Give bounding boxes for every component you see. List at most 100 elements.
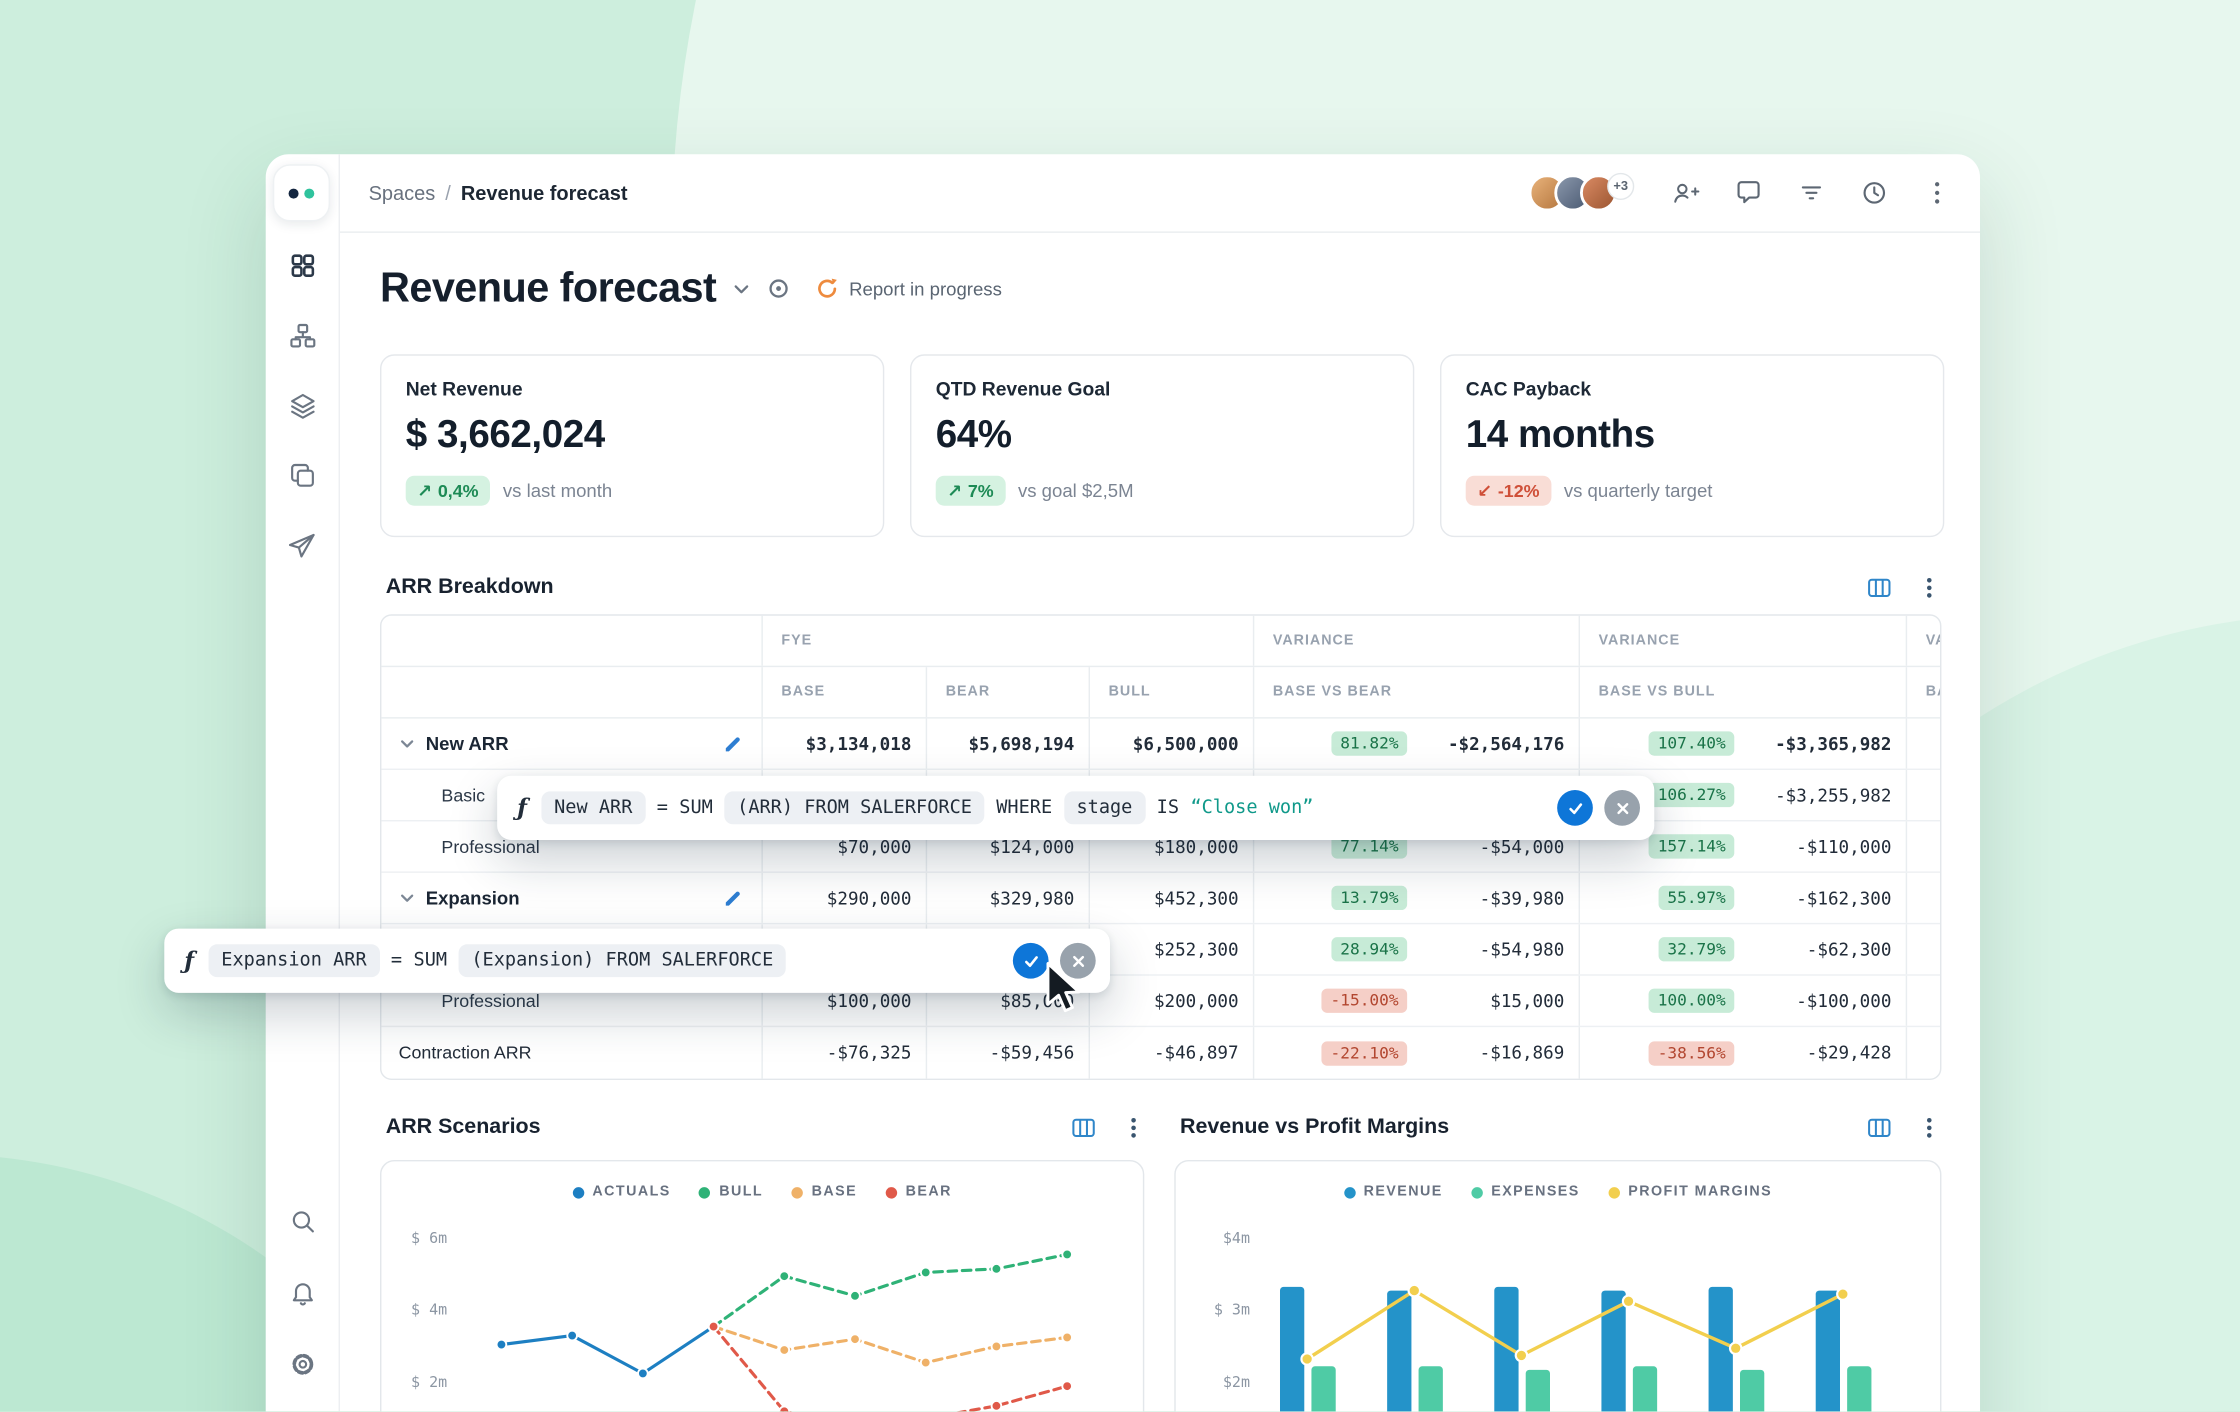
cell-bear[interactable]: $329,980 bbox=[927, 872, 1090, 923]
legend-item-expenses[interactable]: EXPENSES bbox=[1471, 1184, 1579, 1200]
topbar: Spaces / Revenue forecast +3 bbox=[340, 154, 1980, 231]
cell-variance-pct[interactable]: -15.00% bbox=[1254, 976, 1415, 1026]
table-columns-icon[interactable] bbox=[1866, 1114, 1893, 1141]
formula-editor-new-arr[interactable]: ƒ New ARR = SUM (ARR) FROM SALERFORCE WH… bbox=[497, 775, 1655, 840]
kpi-delta-badge: ↗ 0,4% bbox=[405, 475, 490, 506]
cell-variance-pct[interactable]: 55.97% bbox=[1580, 873, 1743, 923]
breadcrumb-spaces-link[interactable]: Spaces bbox=[368, 181, 436, 205]
cell-variance-pct[interactable]: 28.94% bbox=[1254, 924, 1415, 974]
table-columns-icon[interactable] bbox=[1866, 574, 1893, 601]
edit-pencil-icon[interactable] bbox=[723, 887, 744, 908]
legend-item-revenue[interactable]: REVENUE bbox=[1343, 1184, 1443, 1200]
arr-breakdown-actions bbox=[1866, 574, 1943, 601]
variance-badge: 107.40% bbox=[1649, 731, 1735, 756]
confirm-formula-button[interactable] bbox=[1012, 942, 1049, 979]
kpi-note: vs last month bbox=[502, 479, 613, 502]
formula-token-field[interactable]: stage bbox=[1063, 791, 1146, 825]
avatar-group[interactable]: +3 bbox=[1528, 172, 1635, 212]
cell-variance-value[interactable]: $15,000 bbox=[1416, 975, 1580, 1026]
title-row: Revenue forecast Report in progress bbox=[380, 263, 1002, 314]
app-logo[interactable] bbox=[272, 164, 330, 222]
row-label-cell[interactable]: Contraction ARR bbox=[381, 1027, 763, 1079]
cell-bull[interactable]: $6,500,000 bbox=[1090, 718, 1255, 769]
cell-base[interactable]: $3,134,018 bbox=[763, 718, 928, 769]
chevron-down-icon bbox=[400, 739, 414, 747]
cell-variance-pct[interactable]: 32.79% bbox=[1580, 924, 1743, 974]
cell-variance-value[interactable]: -$110,000 bbox=[1743, 821, 1908, 872]
layers-icon[interactable] bbox=[289, 391, 318, 420]
formula-token-source[interactable]: (Expansion) FROM SALERFORCE bbox=[458, 944, 787, 978]
formula-token-metric[interactable]: New ARR bbox=[541, 791, 646, 825]
target-icon[interactable] bbox=[768, 277, 791, 300]
group-header-cut: VA bbox=[1925, 632, 1940, 649]
add-user-icon[interactable] bbox=[1671, 179, 1700, 208]
cell-bull[interactable]: -$46,897 bbox=[1090, 1027, 1255, 1079]
row-label-cell[interactable]: Expansion bbox=[381, 872, 763, 923]
cell-variance-pct[interactable]: 107.40% bbox=[1580, 719, 1743, 769]
topbar-divider bbox=[339, 231, 1980, 233]
cell-variance-pct[interactable]: 13.79% bbox=[1254, 873, 1415, 923]
variance-badge: 13.79% bbox=[1331, 885, 1408, 910]
cell-variance-pct[interactable]: -38.56% bbox=[1580, 1027, 1743, 1078]
org-chart-icon[interactable] bbox=[289, 321, 318, 350]
kebab-menu-icon[interactable] bbox=[1916, 574, 1943, 601]
cell-variance-value[interactable]: -$100,000 bbox=[1743, 975, 1908, 1026]
cell-variance-pct[interactable]: -22.10% bbox=[1254, 1027, 1415, 1078]
edit-pencil-icon[interactable] bbox=[723, 733, 744, 754]
kpi-label: Net Revenue bbox=[405, 378, 523, 400]
cancel-formula-button[interactable] bbox=[1604, 789, 1640, 826]
cell-variance-pct[interactable]: 81.82% bbox=[1254, 719, 1415, 769]
cell-variance-value[interactable]: -$62,300 bbox=[1743, 924, 1908, 975]
gear-icon[interactable] bbox=[289, 1350, 318, 1379]
legend-item-bear[interactable]: BEAR bbox=[885, 1184, 952, 1200]
cancel-formula-button[interactable] bbox=[1059, 942, 1096, 979]
cell-variance-value[interactable]: -$16,869 bbox=[1416, 1027, 1580, 1079]
variance-badge: -15.00% bbox=[1321, 988, 1408, 1013]
search-icon[interactable] bbox=[289, 1207, 318, 1236]
cell-variance-value[interactable]: -$3,255,982 bbox=[1743, 769, 1908, 820]
table-columns-icon[interactable] bbox=[1070, 1114, 1097, 1141]
bell-icon[interactable] bbox=[289, 1279, 318, 1308]
copy-icon[interactable] bbox=[289, 461, 318, 490]
formula-where: WHERE bbox=[996, 797, 1053, 819]
cell-variance-value[interactable]: -$29,428 bbox=[1743, 1027, 1908, 1079]
kpi-delta: 7% bbox=[967, 480, 994, 501]
cell-variance-value[interactable]: -$3,365,982 bbox=[1743, 718, 1908, 769]
row-label-cell[interactable]: New ARR bbox=[381, 718, 763, 769]
cell-bear[interactable]: $5,698,194 bbox=[927, 718, 1090, 769]
chevron-down-icon[interactable] bbox=[733, 280, 750, 297]
cell-bull[interactable]: $452,300 bbox=[1090, 872, 1255, 923]
cell-variance-pct[interactable]: 100.00% bbox=[1580, 976, 1743, 1026]
formula-string-value[interactable]: “Close won” bbox=[1190, 797, 1314, 819]
cell-base[interactable]: $290,000 bbox=[763, 872, 928, 923]
cell-variance-value[interactable]: -$162,300 bbox=[1743, 872, 1908, 923]
cell-bull[interactable]: $252,300 bbox=[1090, 924, 1255, 975]
kebab-menu-icon[interactable] bbox=[1120, 1114, 1147, 1141]
formula-editor-expansion-arr[interactable]: ƒ Expansion ARR = SUM (Expansion) FROM S… bbox=[164, 928, 1110, 993]
avatar-overflow-badge[interactable]: +3 bbox=[1607, 172, 1635, 200]
history-icon[interactable] bbox=[1860, 179, 1889, 208]
legend-item-actuals[interactable]: ACTUALS bbox=[572, 1184, 670, 1200]
cell-base[interactable]: -$76,325 bbox=[763, 1027, 928, 1079]
cell-variance-value[interactable]: -$39,980 bbox=[1416, 872, 1580, 923]
variance-badge: 55.97% bbox=[1658, 885, 1735, 910]
cell-variance-value[interactable]: -$2,564,176 bbox=[1416, 718, 1580, 769]
legend-item-profit-margins[interactable]: PROFIT MARGINS bbox=[1608, 1184, 1772, 1200]
formula-token-source[interactable]: (ARR) FROM SALERFORCE bbox=[724, 791, 985, 825]
send-icon[interactable] bbox=[288, 531, 318, 560]
kebab-menu-icon[interactable] bbox=[1916, 1114, 1943, 1141]
kebab-menu-icon[interactable] bbox=[1923, 179, 1952, 208]
legend-item-bull[interactable]: BULL bbox=[699, 1184, 763, 1200]
sidebar-nav-bottom bbox=[266, 1207, 340, 1378]
legend-item-base[interactable]: BASE bbox=[791, 1184, 857, 1200]
confirm-formula-button[interactable] bbox=[1557, 789, 1593, 826]
dashboard-grid-icon[interactable] bbox=[289, 251, 318, 280]
filter-icon[interactable] bbox=[1797, 179, 1826, 208]
formula-equals: = bbox=[656, 797, 668, 819]
cell-variance-value[interactable]: -$54,980 bbox=[1416, 924, 1580, 975]
formula-token-metric[interactable]: Expansion ARR bbox=[208, 944, 380, 978]
cell-bear[interactable]: -$59,456 bbox=[927, 1027, 1090, 1079]
comment-icon[interactable] bbox=[1734, 179, 1763, 208]
cell-bull[interactable]: $200,000 bbox=[1090, 975, 1255, 1026]
variance-badge: 157.14% bbox=[1649, 834, 1735, 859]
